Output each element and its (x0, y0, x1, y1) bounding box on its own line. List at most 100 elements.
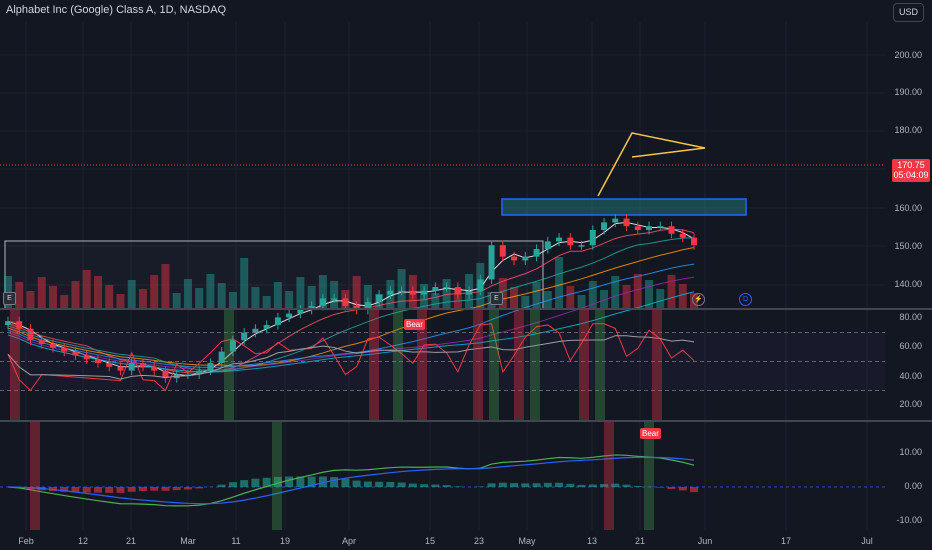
volume-bar (577, 295, 586, 308)
macd-histogram-bar (543, 482, 552, 487)
candle-body (27, 328, 34, 341)
price-tick: 150.00 (894, 241, 922, 251)
volume-bar (633, 274, 642, 308)
signal-column (489, 310, 499, 420)
candle-body (274, 317, 281, 325)
currency-button[interactable]: USD (893, 3, 924, 22)
candle-body (162, 370, 169, 379)
macd-histogram-bar (577, 484, 586, 487)
candle-body (331, 298, 338, 300)
demand-zone (501, 198, 747, 216)
price-tick: 180.00 (894, 125, 922, 135)
earnings-marker[interactable]: E (3, 292, 16, 305)
macd-line (7, 454, 695, 507)
candle-body (589, 230, 596, 246)
moving-average-line (7, 237, 695, 372)
pane-separators[interactable] (0, 308, 932, 422)
candle-body (511, 256, 518, 261)
macd-histogram-bar (228, 482, 237, 487)
grid-lines (0, 22, 885, 530)
time-tick: 12 (77, 536, 89, 546)
macd-histogram-bar (307, 476, 316, 487)
signal-column (417, 310, 427, 420)
price-tick: 200.00 (894, 50, 922, 60)
volume-bar (251, 287, 260, 308)
signal-column (652, 310, 662, 420)
time-tick: Mar (180, 536, 196, 546)
signal-column (369, 310, 379, 420)
candle-body (499, 245, 506, 257)
volume-bar (510, 287, 519, 308)
symbol-title: Alphabet Inc (Google) Class A, 1D, NASDA… (6, 4, 227, 16)
lightning-icon[interactable]: ⚡ (692, 293, 705, 306)
candle-body (94, 359, 101, 363)
macd-histogram-bar (588, 484, 597, 487)
macd-histogram-bar (600, 483, 609, 487)
candle-body (567, 237, 574, 246)
macd-histogram-bar (285, 476, 294, 487)
macd-histogram-bar (251, 478, 260, 487)
candle-body (286, 313, 293, 318)
candle-body (353, 306, 360, 310)
macd-histogram-bar (161, 487, 170, 491)
candle-body (443, 287, 450, 289)
candle-body (184, 374, 191, 376)
volume-bar (588, 281, 597, 308)
macd-histogram-bar (71, 487, 80, 493)
macd-bear-signal[interactable]: Bear (640, 428, 661, 439)
macd-histogram-bar (172, 487, 181, 491)
volume-bar (521, 296, 530, 308)
volume-bar (172, 293, 181, 308)
candle-body (691, 237, 697, 246)
volume-bar (217, 283, 226, 308)
pattern-line (597, 132, 706, 197)
candle-body (387, 290, 394, 295)
macd-histogram-bar (138, 487, 147, 492)
time-tick: 17 (780, 536, 792, 546)
signal-column (30, 422, 40, 530)
macd-histogram-bar (195, 487, 204, 489)
volume-bar (600, 290, 609, 308)
macd-signal-line (7, 456, 695, 505)
signal-column (604, 422, 614, 530)
macd-histogram-bar (93, 487, 102, 493)
moving-average-line (7, 263, 695, 369)
candle-body (308, 306, 315, 310)
candle-body (342, 298, 349, 306)
volume-bar (26, 291, 35, 308)
volume-bar (678, 284, 687, 308)
macd-histogram-bar (667, 487, 676, 490)
macd-histogram-bar (510, 483, 519, 487)
bar-countdown: 05:04:09 (893, 170, 929, 180)
candle-body (207, 363, 214, 371)
volume-bar (93, 276, 102, 308)
rsi-bear-signal[interactable]: Bear (404, 319, 425, 330)
macd-histogram-bar (217, 484, 226, 487)
macd-histogram-bar (183, 487, 192, 490)
time-tick: Feb (18, 536, 34, 546)
candle-body (601, 222, 608, 230)
earnings-marker[interactable]: E (490, 292, 503, 305)
candle-body (466, 290, 473, 295)
signal-column (530, 310, 540, 420)
macd-histogram-bar (60, 487, 69, 492)
signal-column (595, 310, 605, 420)
volume-bar (105, 285, 114, 308)
macd-histogram-bar (532, 483, 541, 487)
candle-body (634, 226, 641, 230)
volume-bar (352, 276, 361, 308)
candle-body (61, 347, 68, 352)
candle-body (117, 366, 124, 371)
dividend-marker[interactable]: D (739, 293, 752, 306)
time-tick: Jun (697, 536, 713, 546)
volume-bar (645, 280, 654, 308)
volume-bar (183, 279, 192, 308)
macd-histogram-bar (150, 487, 159, 491)
candle-body (364, 302, 371, 310)
macd-histogram-bar (363, 481, 372, 487)
candlesticks[interactable] (5, 214, 697, 383)
volume-bar (161, 264, 170, 308)
candle-body (252, 328, 259, 333)
candle-body (477, 279, 484, 291)
